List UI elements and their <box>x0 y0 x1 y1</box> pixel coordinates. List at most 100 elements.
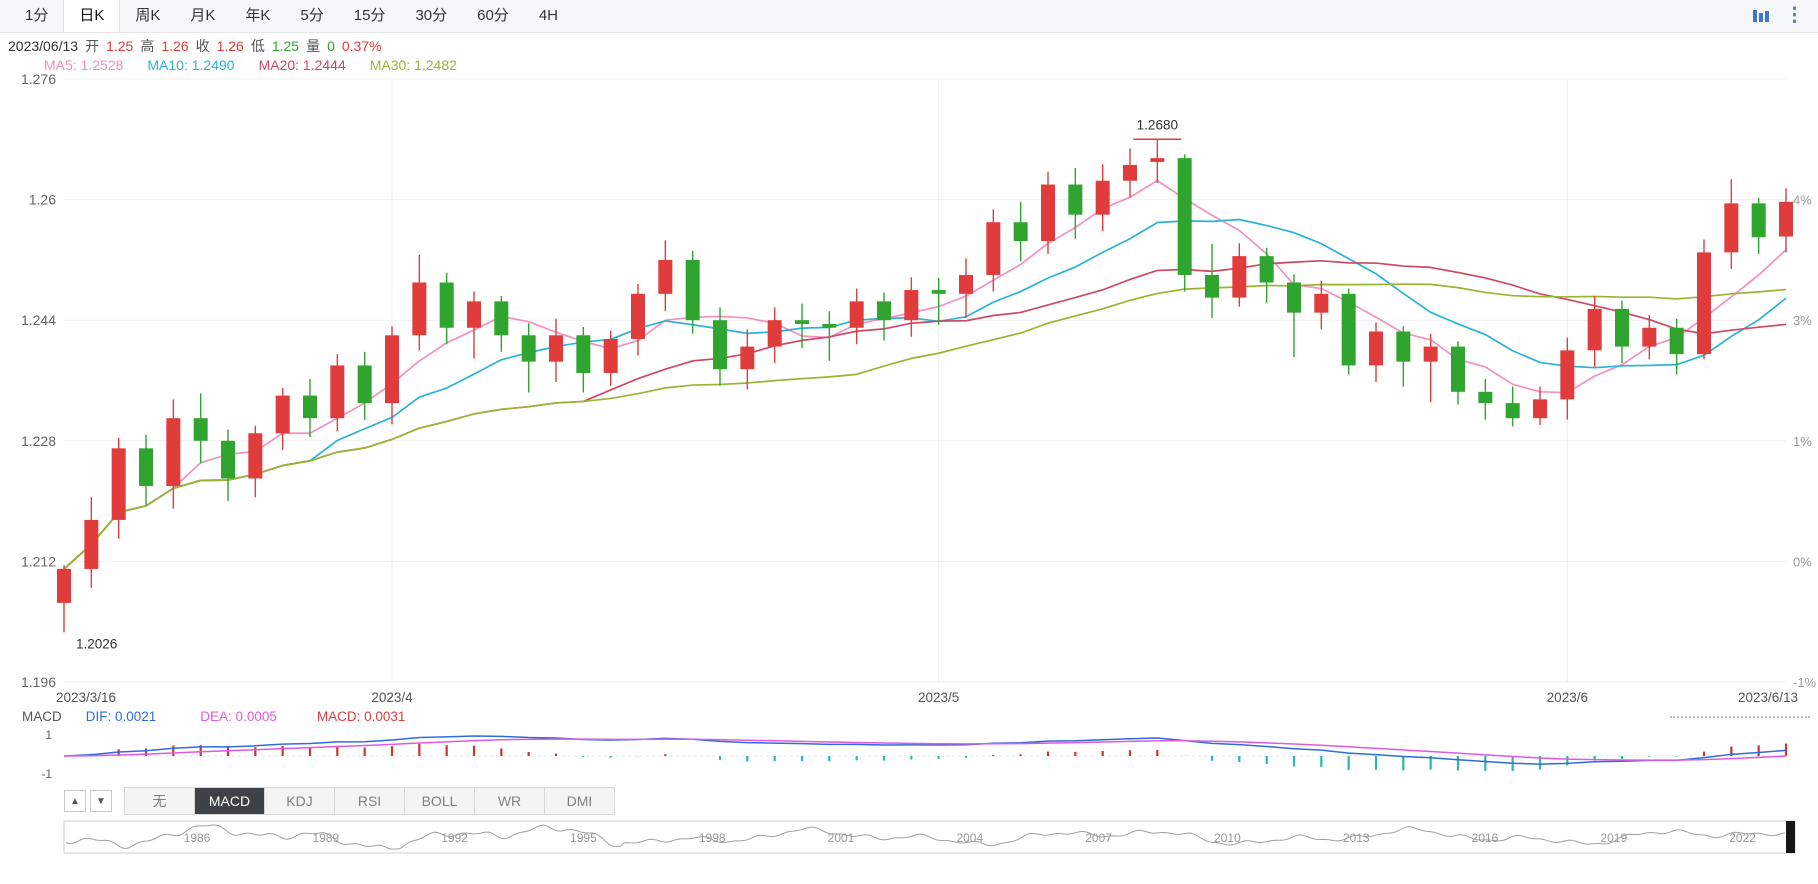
topbar-icons: ⋮ <box>1752 0 1804 32</box>
columns-icon[interactable] <box>1752 8 1769 24</box>
kebab-menu-icon[interactable]: ⋮ <box>1785 5 1804 26</box>
period-tab-月K[interactable]: 月K <box>190 7 216 24</box>
period-tab-1分[interactable]: 1分 <box>25 7 49 24</box>
svg-text:2023/6: 2023/6 <box>1547 690 1588 705</box>
indicator-tabbar: ▲ ▼ 无 MACD KDJ RSI BOLL WR DMI <box>64 787 615 815</box>
indicator-tab-无[interactable]: 无 <box>125 788 195 814</box>
svg-text:1.2680: 1.2680 <box>1137 117 1178 132</box>
period-tabbar: 1分 日K 周K 月K 年K 5分 15分 30分 60分 4H ⋮ <box>0 0 1818 33</box>
dif-line <box>63 735 1787 765</box>
indicator-up-button[interactable]: ▲ <box>64 790 86 812</box>
ma-row: MA5: 1.2528 MA10: 1.2490 MA20: 1.2444 MA30:… <box>44 57 457 73</box>
candles <box>57 139 1793 633</box>
history-line <box>65 824 1786 850</box>
svg-text:1989: 1989 <box>312 831 339 845</box>
quote-field-label: 高 <box>140 38 155 54</box>
svg-text:1.212: 1.212 <box>21 553 56 569</box>
svg-text:2023/3/16: 2023/3/16 <box>56 690 116 705</box>
dotted-ruler <box>1670 716 1810 718</box>
period-tab-4H[interactable]: 4H <box>538 7 558 24</box>
macd-dea-value: DEA: 0.0005 <box>200 708 277 724</box>
svg-text:1998: 1998 <box>699 831 726 845</box>
indicator-tab-DMI[interactable]: DMI <box>545 788 615 814</box>
svg-text:2001: 2001 <box>828 831 855 845</box>
svg-text:1986: 1986 <box>184 831 211 845</box>
svg-text:2023/5: 2023/5 <box>918 690 959 705</box>
period-tab-30分[interactable]: 30分 <box>415 7 448 24</box>
quote-row: 2023/06/13 开 1.25 高 1.26 收 1.26 低 1.25 量 0 0.37% <box>8 37 382 55</box>
price-axis-labels: 1.276 1.26 1.244 1.228 1.212 1.196 4% 3% 1% 0% -1%… <box>21 71 1817 705</box>
year-labels: 1986 1989 1992 1995 1998 2001 2004 2007 2010 2013… <box>184 831 1757 845</box>
ma5-line <box>63 179 1787 570</box>
macd-lines <box>63 735 1787 765</box>
quote-change-percent: 0.37% <box>341 38 382 54</box>
period-tabs: 1分 日K 周K 月K 年K 5分 15分 30分 60分 4H <box>0 0 1818 32</box>
svg-text:2022: 2022 <box>1729 831 1756 845</box>
ma20-line <box>63 259 1787 570</box>
annotations: 1.2680 1.2026 <box>76 117 1182 651</box>
ma-legend-2: MA10: 1.2490 <box>147 57 235 73</box>
macd-chart[interactable]: 1 -1 <box>0 726 1818 786</box>
svg-text:2016: 2016 <box>1472 831 1499 845</box>
range-handle <box>1786 821 1795 853</box>
indicator-tabs: 无 MACD KDJ RSI BOLL WR DMI <box>124 787 615 815</box>
indicator-tab-MACD[interactable]: MACD <box>195 788 265 814</box>
indicator-tab-KDJ[interactable]: KDJ <box>265 788 335 814</box>
quote-field-value: 1.25 <box>106 38 134 54</box>
svg-text:2023/6/13: 2023/6/13 <box>1738 690 1798 705</box>
quote-field-label: 量 <box>306 38 321 54</box>
svg-text:1.276: 1.276 <box>21 71 56 87</box>
quote-field-value: 1.26 <box>216 38 244 54</box>
period-tab-5分[interactable]: 5分 <box>300 7 324 24</box>
svg-text:1995: 1995 <box>570 831 597 845</box>
indicator-down-button[interactable]: ▼ <box>90 790 112 812</box>
timeline-navigator[interactable]: 1986 1989 1992 1995 1998 2001 2004 2007 2010 2013… <box>0 818 1818 860</box>
period-tab-15分[interactable]: 15分 <box>353 7 386 24</box>
svg-text:4%: 4% <box>1793 193 1812 208</box>
dea-line <box>63 738 1787 761</box>
svg-text:1.228: 1.228 <box>21 433 56 449</box>
ma10-line <box>63 218 1787 570</box>
quote-field-label: 收 <box>195 38 210 54</box>
ma-legend-1: MA5: 1.2528 <box>44 57 124 73</box>
indicator-tab-RSI[interactable]: RSI <box>335 788 405 814</box>
svg-text:1%: 1% <box>1793 434 1812 449</box>
macd-label-row: MACD DIF: 0.0021 DEA: 0.0005 MACD: 0.003… <box>22 708 405 724</box>
ma-legend-3: MA20: 1.2444 <box>258 57 346 73</box>
svg-text:1.244: 1.244 <box>21 312 56 328</box>
indicator-tab-WR[interactable]: WR <box>475 788 545 814</box>
svg-text:1.26: 1.26 <box>29 192 56 208</box>
svg-text:1992: 1992 <box>441 831 468 845</box>
ma-lines <box>63 179 1787 570</box>
indicator-tab-BOLL[interactable]: BOLL <box>405 788 475 814</box>
svg-text:2004: 2004 <box>956 831 983 845</box>
svg-text:1.2026: 1.2026 <box>76 636 117 651</box>
macd-panel-title: MACD <box>22 708 62 724</box>
svg-text:2007: 2007 <box>1085 831 1112 845</box>
period-tab-年K[interactable]: 年K <box>245 7 271 24</box>
svg-text:2019: 2019 <box>1600 831 1627 845</box>
svg-text:1.196: 1.196 <box>21 674 56 690</box>
quote-field-value: 1.26 <box>161 38 189 54</box>
svg-text:2023/4: 2023/4 <box>371 690 413 705</box>
macd-axis-labels: 1 -1 <box>41 728 52 781</box>
quote-field-value: 0 <box>327 38 335 54</box>
svg-text:3%: 3% <box>1793 313 1812 328</box>
period-tab-周K[interactable]: 周K <box>135 7 161 24</box>
svg-text:1: 1 <box>45 728 52 742</box>
macd-macd-value: MACD: 0.0031 <box>316 708 406 724</box>
quote-field-label: 开 <box>85 38 100 54</box>
period-tab-60分[interactable]: 60分 <box>477 7 509 24</box>
macd-dif-value: DIF: 0.0021 <box>85 708 157 724</box>
svg-text:2010: 2010 <box>1214 831 1241 845</box>
candlestick-chart[interactable]: 1.276 1.26 1.244 1.228 1.212 1.196 4% 3% 1% 0% -1%… <box>0 70 1818 708</box>
quote-field-value: 1.25 <box>271 38 300 54</box>
ma30-line <box>63 283 1787 570</box>
quote-date: 2023/06/13 <box>8 38 79 54</box>
svg-text:-1: -1 <box>41 767 52 781</box>
period-tab-日K[interactable]: 日K <box>63 0 121 32</box>
svg-text:-1%: -1% <box>1793 675 1817 690</box>
svg-text:0%: 0% <box>1793 554 1812 569</box>
quote-field-label: 低 <box>250 38 265 54</box>
